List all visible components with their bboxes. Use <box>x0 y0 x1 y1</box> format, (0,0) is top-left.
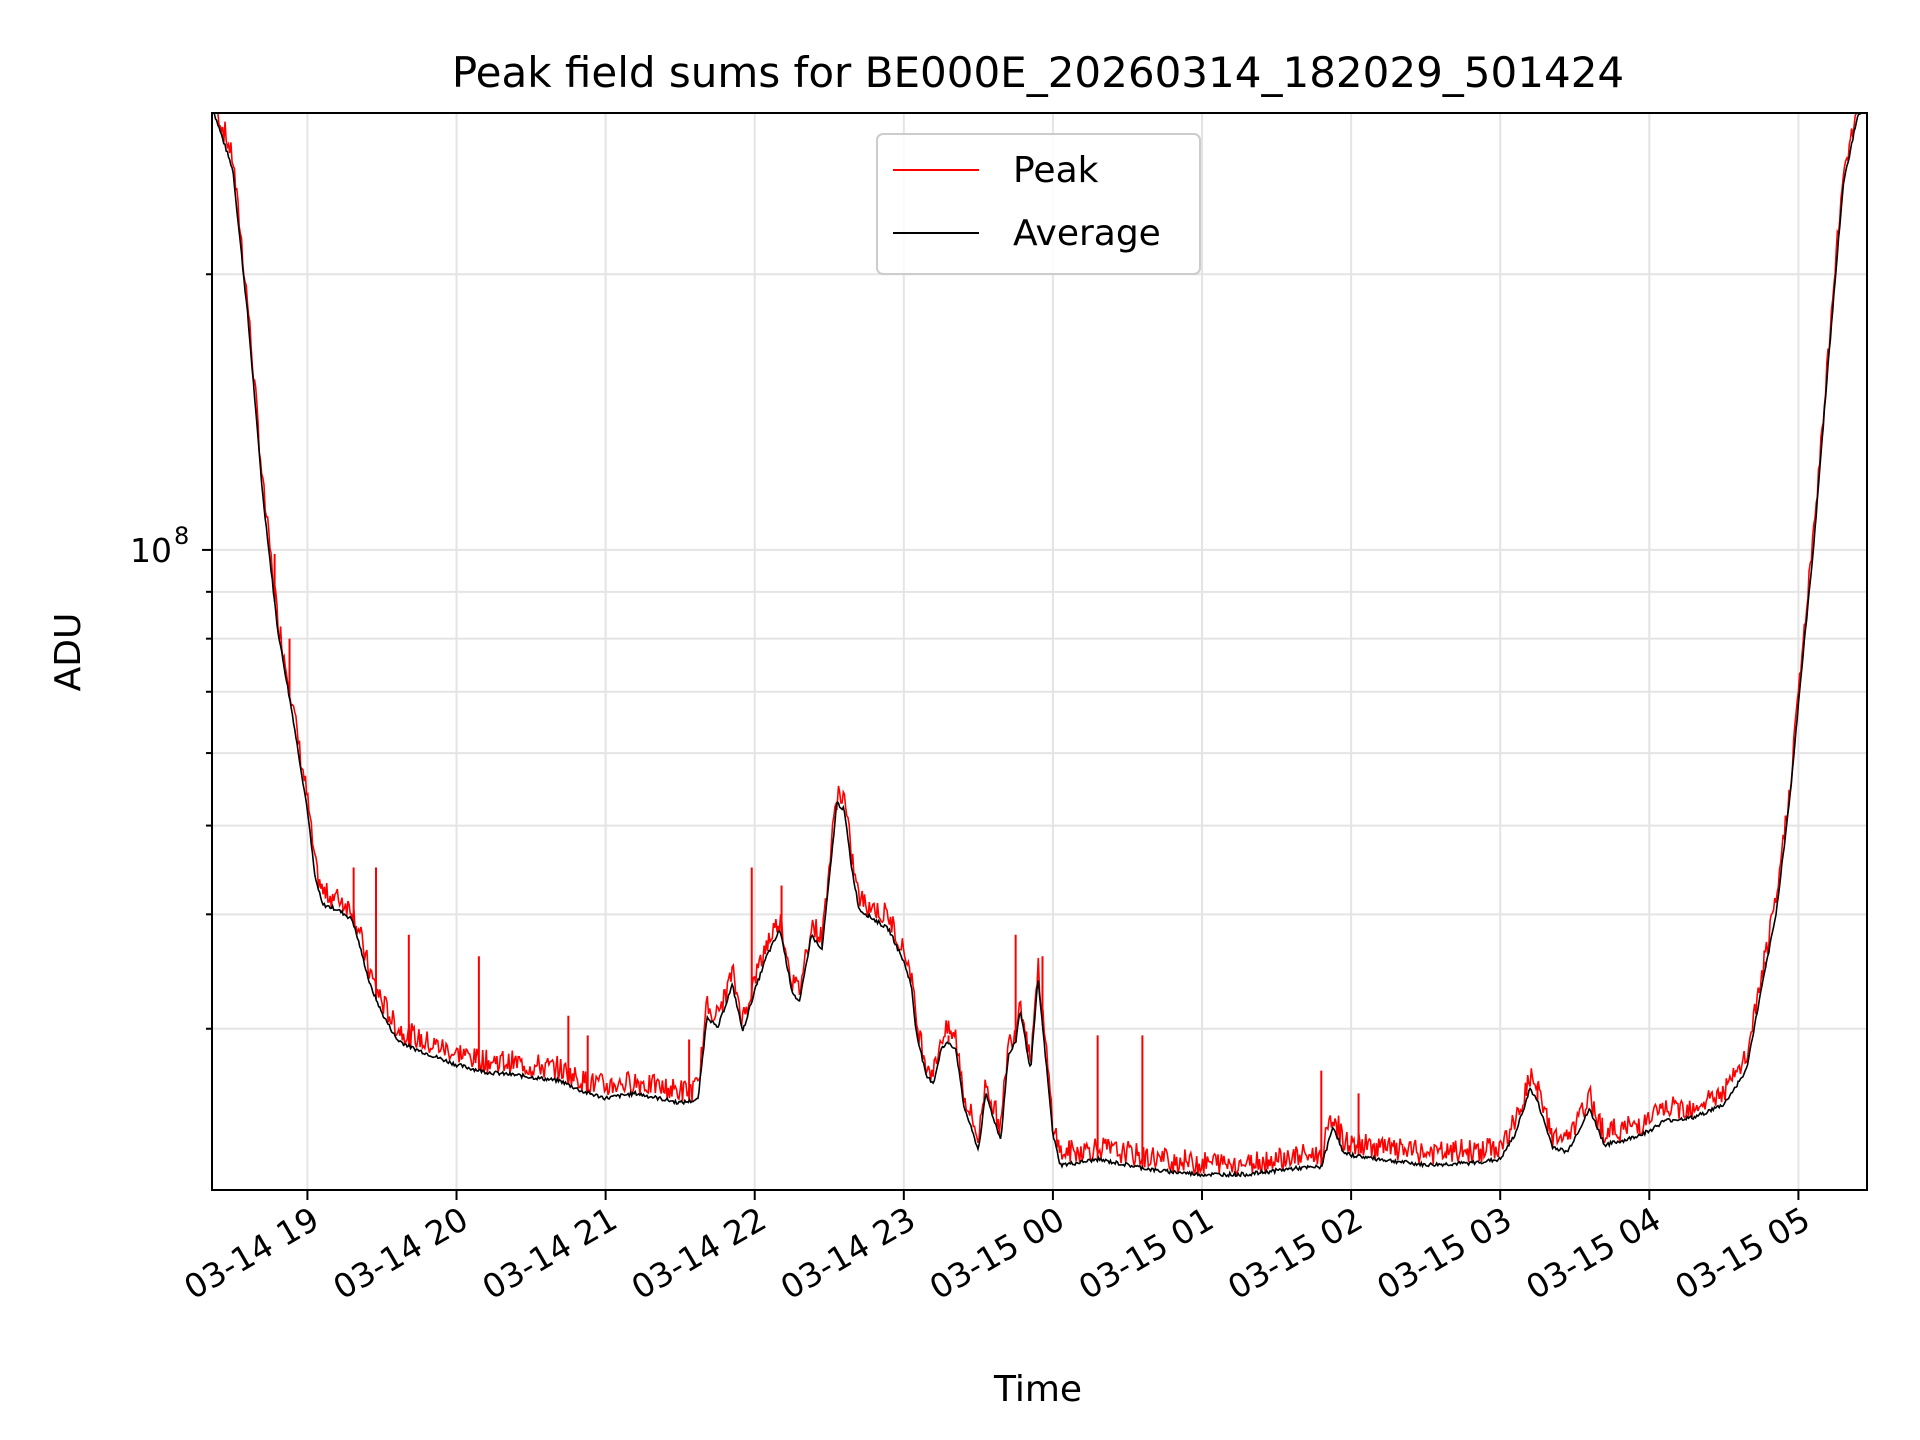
y-tick-label: 10 <box>130 531 172 570</box>
chart-title: Peak field sums for BE000E_20260314_1820… <box>452 48 1624 97</box>
y-tick-label-exponent: 8 <box>174 522 189 550</box>
x-axis-label: Time <box>993 1369 1082 1410</box>
legend-label-average: Average <box>1013 213 1161 254</box>
y-axis-label: ADU <box>48 613 89 692</box>
plot-frame <box>211 112 1868 1191</box>
average-series <box>212 112 1867 1178</box>
legend-label-peak: Peak <box>1013 150 1099 191</box>
average-line <box>212 112 1867 1178</box>
grid <box>212 113 1867 1190</box>
legend: Peak Average <box>876 133 1201 275</box>
